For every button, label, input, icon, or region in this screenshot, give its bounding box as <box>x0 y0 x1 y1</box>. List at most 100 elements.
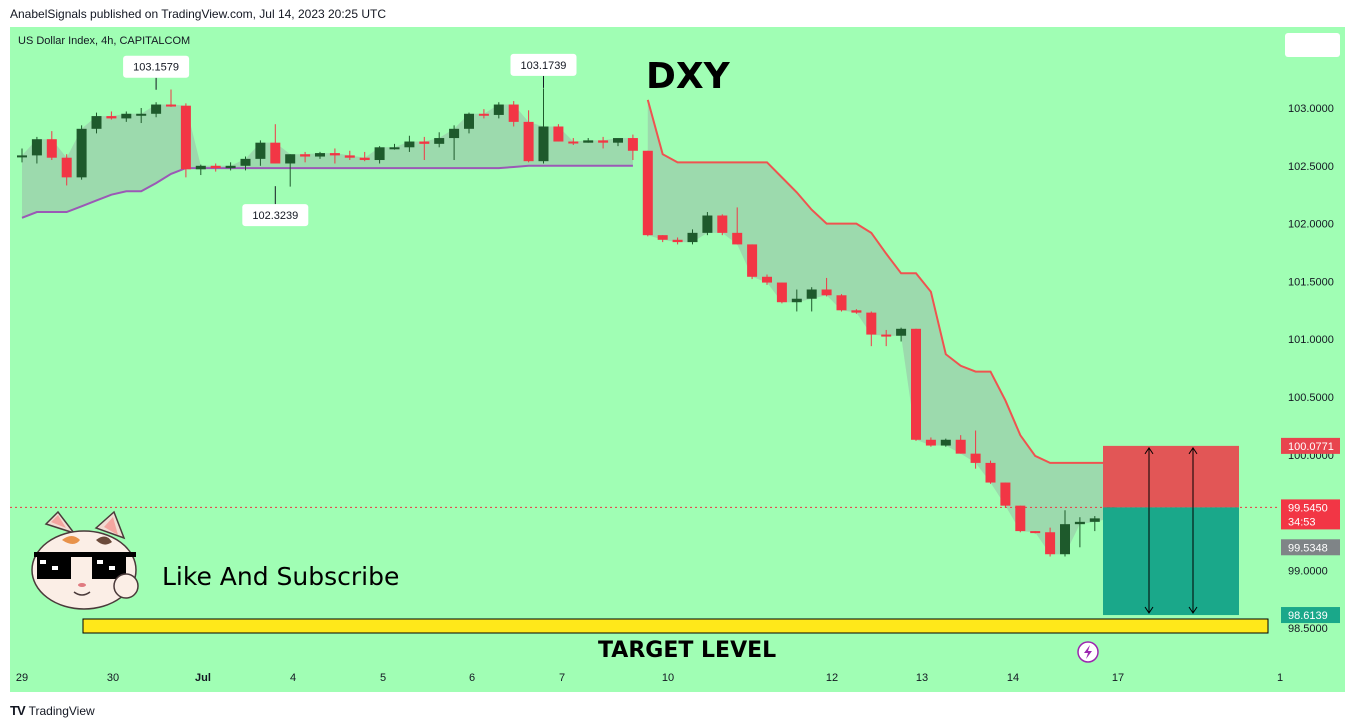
callout-value: 102.3239 <box>252 210 298 222</box>
arrow-head-up <box>1144 446 1154 455</box>
candle-body <box>31 139 42 156</box>
candle-body <box>1089 518 1100 522</box>
candle <box>791 289 802 312</box>
cat-sunglasses-icon <box>31 510 139 610</box>
candle <box>1074 517 1085 548</box>
candle-body <box>106 116 117 119</box>
position-layer <box>10 445 1280 634</box>
promo-label: Like And Subscribe <box>162 562 399 591</box>
footer-brand[interactable]: TV TradingView <box>10 703 95 718</box>
candle <box>478 109 489 119</box>
candle <box>359 151 370 162</box>
callout-box <box>510 53 577 76</box>
candle-body <box>1000 482 1011 506</box>
candle <box>166 89 176 107</box>
x-tick-label: 30 <box>107 672 119 684</box>
candle-body <box>538 126 549 162</box>
candle-body <box>464 113 474 129</box>
y-tick-label: 98.5000 <box>1288 623 1328 635</box>
candle-body <box>449 128 460 139</box>
candle <box>955 435 966 454</box>
symbol-info[interactable]: US Dollar Index, 4h, CAPITALCOM <box>18 35 191 47</box>
candle <box>985 460 996 484</box>
candle <box>1015 505 1026 533</box>
candle-body <box>17 155 27 158</box>
zone-layer <box>22 99 1110 555</box>
candle <box>434 132 445 148</box>
candle <box>106 111 117 120</box>
stop-price-tag: 100.0771 <box>1288 441 1334 453</box>
x-tick-label: 7 <box>559 672 565 684</box>
y-tick-label: 101.0000 <box>1288 334 1334 346</box>
callout-value: 103.1739 <box>521 60 567 72</box>
candle-body <box>166 104 176 107</box>
candle-body <box>255 142 266 159</box>
y-tick-label: 103.0000 <box>1288 103 1334 115</box>
target-level-bar <box>82 618 1269 634</box>
candle-body <box>210 165 221 169</box>
candle-body <box>776 282 787 303</box>
y-tick-label: 99.0000 <box>1288 565 1328 577</box>
candle <box>940 438 951 447</box>
candle-body <box>1015 505 1026 532</box>
candle-body <box>896 328 907 336</box>
candle-body <box>970 453 981 463</box>
candle <box>732 207 743 245</box>
risk-zone <box>1103 445 1239 508</box>
target-price-tag: 98.6139 <box>1288 610 1328 622</box>
candle-body <box>732 232 743 245</box>
callout-value: 103.1579 <box>133 62 179 74</box>
candle-body <box>657 235 668 240</box>
arrow-head-down <box>1144 606 1154 614</box>
axes-layer: 103.0000 102.5000 102.0000 101.5000 101.0000… <box>16 103 1340 684</box>
y-tick-label: 102.0000 <box>1288 219 1334 231</box>
candle <box>225 162 236 171</box>
candle <box>821 277 832 297</box>
y-tick-label: 102.5000 <box>1288 161 1334 173</box>
stop-line-layer <box>21 99 1110 464</box>
countdown-label: 34:53 <box>1288 516 1316 528</box>
candle-body <box>747 244 758 277</box>
candle-body <box>911 328 921 440</box>
candle-body <box>329 153 340 156</box>
candle-body <box>344 155 355 158</box>
candle <box>344 150 355 161</box>
candle-body <box>940 439 951 446</box>
candle-body <box>687 232 698 243</box>
stop-price-tag-bg <box>1281 437 1340 454</box>
candle <box>657 235 668 243</box>
candle <box>121 111 132 122</box>
candle-body <box>300 154 311 157</box>
candle <box>598 136 609 149</box>
candle <box>449 125 460 161</box>
candle-body <box>1030 531 1041 534</box>
candle-body <box>285 154 296 164</box>
candle-body <box>955 439 966 454</box>
tradingview-logo-icon: TV <box>10 703 26 718</box>
candle <box>419 136 430 161</box>
candle <box>404 135 415 152</box>
candle-body <box>762 276 772 283</box>
reward-zone <box>1103 507 1239 616</box>
chart-title: DXY <box>646 56 731 97</box>
candle-body <box>717 215 728 233</box>
chart-widget-box[interactable] <box>1285 33 1340 57</box>
candle-body <box>642 150 653 236</box>
candle <box>300 151 311 163</box>
candle <box>1089 516 1100 532</box>
supertrend-line-bull <box>21 164 633 219</box>
candle <box>836 294 847 312</box>
stop-zone-fill <box>647 99 1110 555</box>
candle-body <box>180 105 191 170</box>
candle-body <box>136 113 147 116</box>
x-tick-label: 13 <box>916 672 928 684</box>
stop-zone-fill <box>22 104 633 218</box>
candle <box>374 146 385 164</box>
prev-close-tag-bg <box>1281 539 1340 556</box>
candle <box>76 125 87 180</box>
candle <box>1060 510 1070 557</box>
candle-body <box>1045 532 1056 555</box>
candle-body <box>404 141 415 148</box>
lightning-icon[interactable] <box>1077 641 1099 663</box>
